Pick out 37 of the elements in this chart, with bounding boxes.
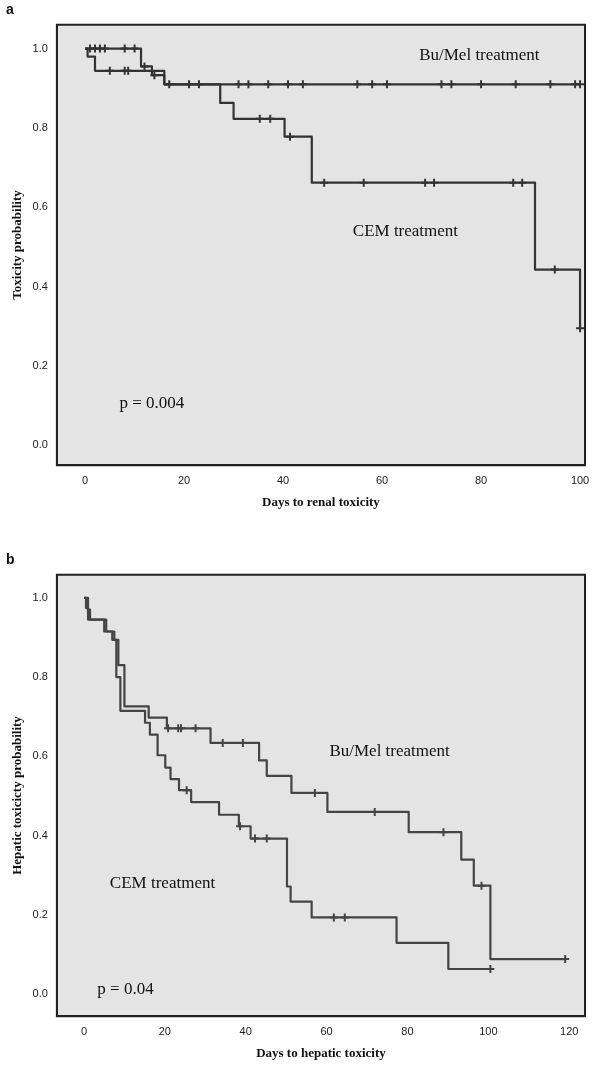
x-tick-label: 80: [401, 1024, 414, 1037]
y-tick-label: 0.4: [32, 828, 48, 841]
x-tick-label: 40: [239, 1024, 252, 1037]
x-tick-label: 60: [320, 1024, 333, 1037]
series-label: Bu/Mel treatment: [329, 740, 451, 760]
text: CEM treatment: [352, 221, 459, 241]
y-axis-title: Toxicity probability: [9, 189, 25, 300]
text: CEM treatment: [109, 873, 216, 893]
x-tick-label: 100: [570, 473, 590, 486]
x-tick-label: 20: [177, 473, 191, 486]
x-axis-title: Days to hepatic toxicity: [256, 1044, 387, 1060]
y-tick-label: 0.8: [32, 120, 48, 133]
annotation: p = 0.004: [119, 393, 185, 413]
chart-title: a: [6, 1, 14, 18]
x-tick-label: 20: [158, 1024, 171, 1037]
x-tick-label: 120: [560, 1024, 579, 1037]
x-tick-label: 0: [82, 473, 89, 486]
x-axis-title: Days to renal toxicity: [262, 493, 381, 509]
y-tick-label: 0.4: [32, 279, 48, 292]
chart-title: b: [6, 551, 15, 568]
x-tick-label: 100: [479, 1024, 498, 1037]
y-tick-label: 1.0: [32, 41, 48, 54]
x-tick-label: 0: [80, 1024, 88, 1037]
y-tick-label: 0.8: [32, 670, 48, 683]
x-tick-label: 40: [276, 473, 290, 486]
y-tick-label: 1.0: [32, 590, 48, 603]
series-label: Bu/Mel treatment: [419, 45, 540, 65]
y-tick-label: 0.2: [32, 908, 48, 921]
y-tick-label: 0.2: [32, 359, 48, 372]
y-tick-label: 0.0: [32, 438, 48, 451]
y-tick-label: 0.0: [32, 987, 48, 1000]
y-tick-label: 0.6: [32, 749, 48, 762]
y-tick-label: 0.6: [32, 200, 48, 213]
x-tick-label: 80: [474, 473, 488, 486]
x-tick-label: 60: [375, 473, 389, 486]
y-axis-title: Hepatic toxicicty probability: [9, 715, 25, 875]
annotation: p = 0.04: [97, 979, 155, 999]
